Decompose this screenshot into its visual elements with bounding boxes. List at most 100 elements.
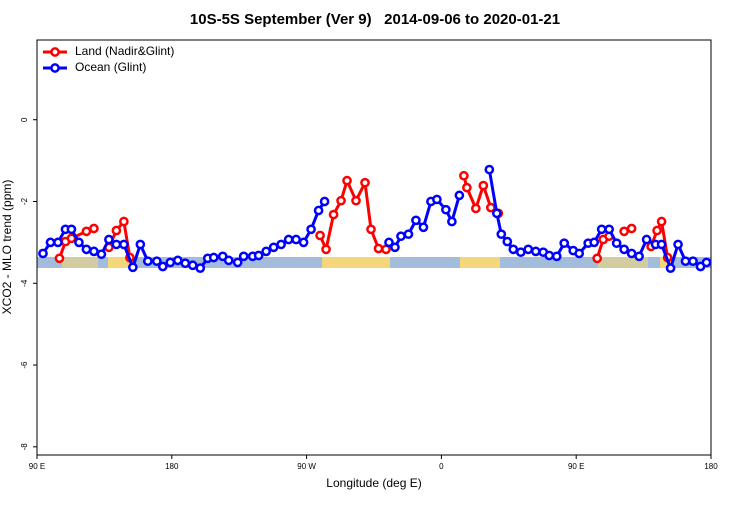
- data-point: [81, 244, 92, 255]
- data-point: [592, 253, 603, 264]
- data-point: [111, 225, 122, 236]
- data-point: [319, 196, 330, 207]
- data-point: [276, 239, 286, 250]
- land-band: [322, 257, 390, 268]
- x-tick-label: 90 W: [297, 462, 316, 471]
- data-point: [652, 225, 662, 236]
- data-point: [315, 230, 325, 241]
- data-point: [283, 234, 294, 245]
- data-point: [574, 248, 585, 259]
- data-point: [165, 257, 176, 268]
- data-point: [470, 203, 481, 214]
- data-point: [544, 250, 555, 261]
- data-point: [45, 237, 56, 248]
- x-tick-label: 0: [439, 462, 444, 471]
- land-band: [108, 257, 132, 268]
- x-tick-label: 180: [165, 462, 179, 471]
- data-point: [515, 247, 526, 258]
- data-point: [619, 226, 629, 237]
- y-tick-label: -4: [20, 279, 29, 287]
- data-point: [502, 236, 513, 247]
- data-point: [611, 238, 622, 249]
- data-point: [701, 257, 712, 268]
- data-point: [298, 237, 309, 248]
- data-point: [656, 239, 667, 250]
- data-point: [172, 255, 183, 266]
- data-point: [390, 242, 400, 253]
- data-point: [268, 242, 279, 253]
- data-point: [104, 234, 114, 245]
- data-point: [328, 209, 339, 220]
- data-point: [508, 244, 519, 255]
- data-point: [195, 263, 206, 273]
- legend-label: Ocean (Glint): [75, 60, 146, 74]
- data-point: [604, 224, 615, 235]
- data-point: [589, 237, 600, 248]
- data-point: [151, 256, 162, 267]
- data-point: [96, 249, 107, 260]
- legend-marker: [50, 63, 60, 73]
- data-point: [641, 234, 652, 245]
- data-point: [187, 260, 198, 271]
- data-point: [596, 224, 607, 235]
- data-point: [135, 239, 146, 250]
- data-point: [238, 251, 249, 262]
- data-point: [634, 251, 644, 262]
- legend-marker: [50, 47, 60, 57]
- data-point: [626, 223, 637, 234]
- data-point: [321, 244, 331, 255]
- data-point: [559, 238, 570, 249]
- data-point: [411, 215, 421, 226]
- data-point: [180, 258, 191, 269]
- data-point: [128, 262, 138, 273]
- data-point: [484, 164, 495, 175]
- land-band: [62, 257, 98, 268]
- data-point: [351, 195, 361, 206]
- data-point: [491, 208, 502, 219]
- land-band: [598, 257, 648, 268]
- data-point: [53, 237, 63, 248]
- data-point: [142, 256, 153, 267]
- data-point: [66, 224, 77, 235]
- data-point: [157, 261, 168, 272]
- data-point: [119, 239, 129, 250]
- data-point: [232, 257, 243, 268]
- x-axis-label: Longitude (deg E): [326, 476, 421, 490]
- data-point: [441, 204, 451, 215]
- x-tick-label: 90 E: [568, 462, 584, 471]
- data-point: [111, 239, 122, 250]
- data-point: [261, 246, 272, 257]
- data-point: [74, 237, 84, 248]
- legend-label: Land (Nadir&Glint): [75, 44, 174, 58]
- data-point: [462, 182, 472, 193]
- series-line: [649, 216, 670, 258]
- data-point: [253, 250, 264, 261]
- y-tick-label: 0: [20, 117, 29, 122]
- data-point: [81, 226, 92, 237]
- data-point: [384, 237, 394, 248]
- data-point: [396, 231, 406, 242]
- land-ocean-band: [37, 257, 711, 268]
- y-tick-label: -2: [20, 197, 29, 205]
- land-band: [460, 257, 500, 268]
- data-point: [447, 216, 457, 227]
- chart-title: 10S-5S September (Ver 9) 2014-09-06 to 2…: [190, 11, 560, 28]
- data-point: [665, 263, 676, 273]
- x-tick-label: 180: [704, 462, 718, 471]
- data-point: [291, 234, 301, 245]
- data-point: [680, 256, 691, 267]
- data-point: [478, 180, 489, 191]
- x-tick-label: 90 E: [29, 462, 45, 471]
- y-axis-label: XCO2 - MLO trend (ppm): [0, 180, 14, 315]
- series-line: [318, 176, 387, 255]
- data-point: [89, 223, 99, 234]
- data-point: [373, 243, 384, 254]
- y-tick-label: -6: [20, 361, 29, 369]
- data-point: [223, 255, 234, 266]
- data-point: [342, 175, 352, 186]
- data-point: [530, 246, 541, 257]
- data-point: [688, 256, 698, 267]
- data-point: [313, 205, 324, 216]
- data-point: [403, 229, 414, 240]
- y-tick-label: -8: [20, 443, 29, 451]
